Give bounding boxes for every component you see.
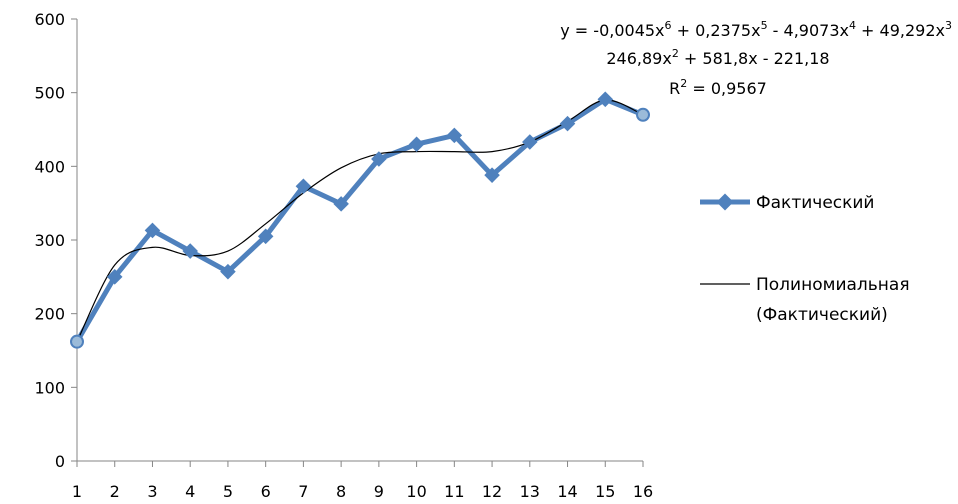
x-tick-label: 4 bbox=[185, 482, 195, 501]
y-tick-label: 500 bbox=[34, 84, 65, 103]
axes bbox=[76, 19, 643, 462]
data-point bbox=[295, 178, 312, 195]
legend-item-actual: Фактический bbox=[700, 193, 875, 213]
data-point bbox=[257, 228, 274, 245]
data-point bbox=[333, 196, 349, 212]
trendline-equation: y = -0,0045x6 + 0,2375x5 - 4,9073x4 + 49… bbox=[560, 19, 952, 98]
equation-line-1: y = -0,0045x6 + 0,2375x5 - 4,9073x4 + 49… bbox=[560, 19, 952, 40]
x-tick-label: 10 bbox=[406, 482, 426, 501]
data-point bbox=[144, 222, 161, 239]
data-point bbox=[220, 263, 236, 280]
legend: Фактический Полиномиальная (Фактический) bbox=[700, 193, 910, 325]
legend-label-actual: Фактический bbox=[756, 193, 875, 213]
x-tick-label: 12 bbox=[482, 482, 502, 501]
legend-label-trend-1: Полиномиальная bbox=[756, 275, 910, 295]
x-tick-label: 6 bbox=[261, 482, 271, 501]
data-point bbox=[371, 151, 387, 167]
equation-line-2: 246,89x2 + 581,8x - 221,18 bbox=[606, 47, 829, 68]
x-tick-label: 14 bbox=[557, 482, 577, 501]
x-tick-label: 11 bbox=[444, 482, 464, 501]
y-tick-label: 0 bbox=[55, 452, 65, 471]
equation-r-squared: R2 = 0,9567 bbox=[669, 77, 767, 98]
trendline-curve bbox=[76, 99, 644, 342]
data-point bbox=[522, 134, 538, 150]
legend-marker-diamond bbox=[716, 193, 734, 211]
data-point bbox=[446, 127, 463, 144]
x-tick-label: 9 bbox=[374, 482, 384, 501]
data-point bbox=[70, 334, 84, 349]
y-tick-label: 400 bbox=[34, 157, 65, 176]
data-point bbox=[182, 243, 198, 259]
y-tick-label: 200 bbox=[34, 305, 65, 324]
x-tick-label: 7 bbox=[298, 482, 308, 501]
x-ticks: 1 2 3 4 5 6 7 8 9 10 11 12 13 14 15 16 bbox=[72, 461, 653, 501]
x-tick-label: 3 bbox=[147, 482, 157, 501]
x-tick-label: 2 bbox=[110, 482, 120, 501]
data-point bbox=[484, 167, 500, 183]
series-layer bbox=[70, 91, 650, 349]
data-point bbox=[408, 136, 425, 153]
y-ticks: 0 100 200 300 400 500 600 bbox=[34, 10, 77, 471]
x-tick-label: 15 bbox=[595, 482, 615, 501]
y-tick-label: 100 bbox=[34, 378, 65, 397]
legend-item-trend: Полиномиальная (Фактический) bbox=[700, 275, 910, 325]
data-point bbox=[636, 107, 650, 122]
series-line-actual bbox=[74, 96, 644, 343]
legend-label-trend-2: (Фактический) bbox=[756, 305, 888, 325]
x-tick-label: 5 bbox=[223, 482, 233, 501]
y-tick-label: 300 bbox=[34, 231, 65, 250]
y-tick-label: 600 bbox=[34, 10, 65, 29]
x-tick-label: 1 bbox=[72, 482, 82, 501]
x-tick-label: 8 bbox=[336, 482, 346, 501]
x-tick-label: 13 bbox=[520, 482, 540, 501]
x-tick-label: 16 bbox=[633, 482, 653, 501]
